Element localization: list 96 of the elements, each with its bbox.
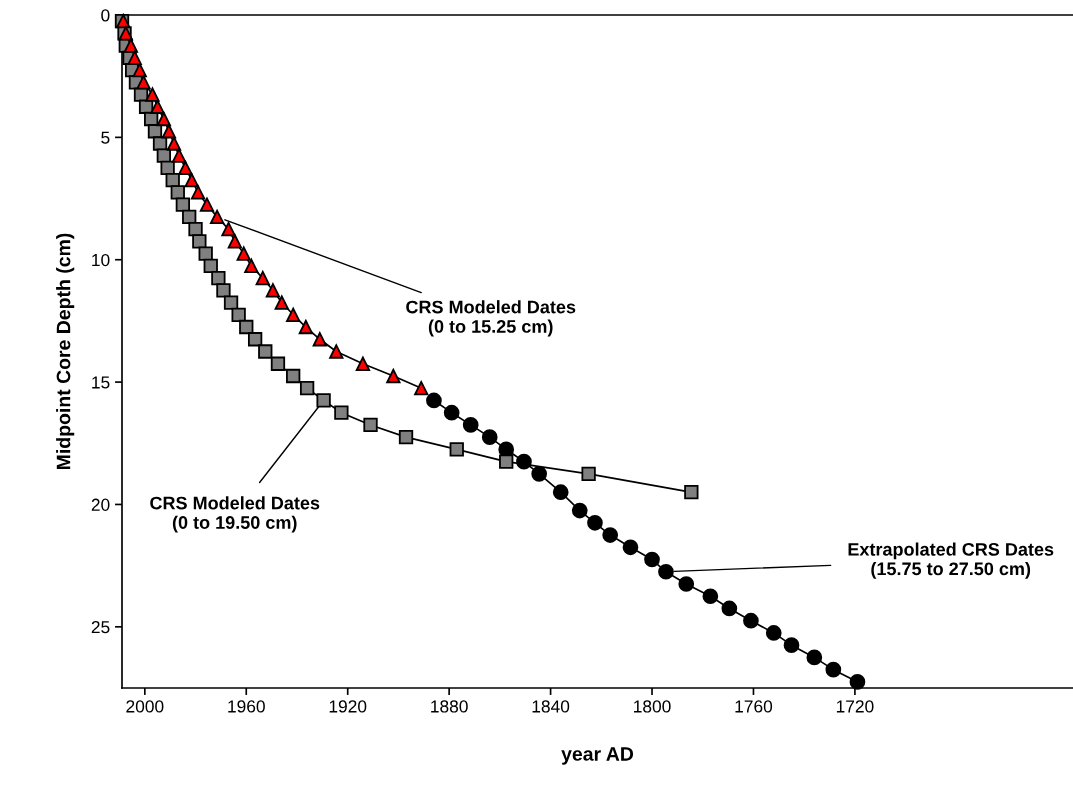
point — [227, 234, 243, 249]
x-tick-label: 1840 — [532, 700, 570, 713]
point — [231, 307, 246, 322]
point — [721, 600, 738, 617]
x-tick-label: 1920 — [329, 700, 367, 713]
point — [223, 295, 239, 310]
point — [127, 50, 142, 65]
point — [258, 344, 273, 359]
point — [443, 404, 460, 421]
x-tick-label: 2000 — [126, 700, 164, 713]
point — [743, 612, 759, 629]
point — [192, 234, 207, 249]
point — [499, 454, 514, 469]
point — [678, 576, 695, 592]
point — [298, 319, 314, 335]
point — [783, 637, 800, 654]
point — [299, 381, 315, 396]
point — [136, 75, 151, 90]
x-tick-label: 1880 — [431, 700, 468, 713]
point — [644, 551, 660, 568]
point — [449, 442, 464, 457]
annotation: Extrapolated CRS Dates (15.75 to 27.50 cm) — [848, 542, 1054, 579]
point — [765, 625, 782, 641]
point — [160, 160, 175, 176]
point — [386, 368, 401, 384]
point — [806, 649, 823, 666]
y-tick-label: 0 — [101, 9, 110, 22]
point — [581, 466, 596, 482]
x-tick-label: 1800 — [634, 700, 671, 713]
y-tick-label: 20 — [91, 498, 110, 511]
point — [270, 356, 286, 371]
annotation: CRS Modeled Dates (0 to 19.50 cm) — [150, 496, 320, 533]
point — [209, 209, 225, 225]
point — [552, 484, 569, 501]
point — [462, 417, 479, 433]
point — [156, 111, 171, 127]
point — [571, 502, 588, 519]
point — [684, 485, 699, 500]
point — [602, 527, 619, 543]
point — [166, 136, 182, 151]
point — [123, 38, 139, 53]
point — [184, 173, 199, 188]
x-tick-label: 1760 — [735, 700, 773, 713]
point — [329, 344, 344, 359]
point — [825, 661, 842, 678]
x-tick-label: 1720 — [836, 700, 874, 713]
point — [188, 221, 203, 237]
point — [316, 393, 331, 408]
point — [145, 87, 160, 102]
point — [198, 246, 213, 261]
x-axis-title: year AD — [561, 747, 634, 765]
point — [247, 332, 263, 347]
point — [334, 405, 349, 420]
y-tick-label: 25 — [91, 620, 110, 634]
point — [363, 417, 378, 433]
point — [312, 332, 327, 347]
y-tick-label: 15 — [92, 376, 110, 389]
y-tick-label: 5 — [101, 131, 110, 144]
point — [426, 392, 442, 409]
point — [152, 136, 168, 151]
point — [244, 258, 259, 274]
x-tick-label: 1960 — [228, 700, 265, 713]
point — [622, 539, 639, 556]
point — [587, 514, 603, 531]
point — [178, 160, 193, 176]
point — [175, 197, 191, 212]
point — [849, 674, 866, 690]
point — [203, 258, 218, 274]
y-tick-label: 10 — [92, 253, 110, 267]
point — [398, 429, 414, 445]
point — [414, 381, 429, 396]
point — [481, 429, 498, 446]
y-axis-title: Midpoint Core Depth (cm) — [56, 233, 75, 470]
point — [150, 99, 165, 114]
point — [274, 295, 289, 310]
point — [161, 124, 177, 139]
point — [255, 270, 270, 286]
point — [286, 307, 301, 322]
point — [190, 185, 206, 200]
point — [171, 148, 187, 163]
point — [170, 185, 185, 200]
point — [286, 368, 301, 384]
point — [658, 563, 674, 580]
point — [132, 62, 147, 78]
point — [216, 283, 231, 298]
point — [182, 209, 197, 225]
point — [211, 270, 226, 286]
point — [531, 466, 548, 482]
point — [702, 588, 719, 605]
point — [355, 356, 371, 371]
point — [239, 319, 254, 335]
annotation: CRS Modeled Dates (0 to 15.25 cm) — [406, 300, 576, 337]
point — [221, 221, 236, 237]
point — [265, 283, 281, 298]
point — [236, 246, 251, 261]
point — [199, 197, 215, 212]
